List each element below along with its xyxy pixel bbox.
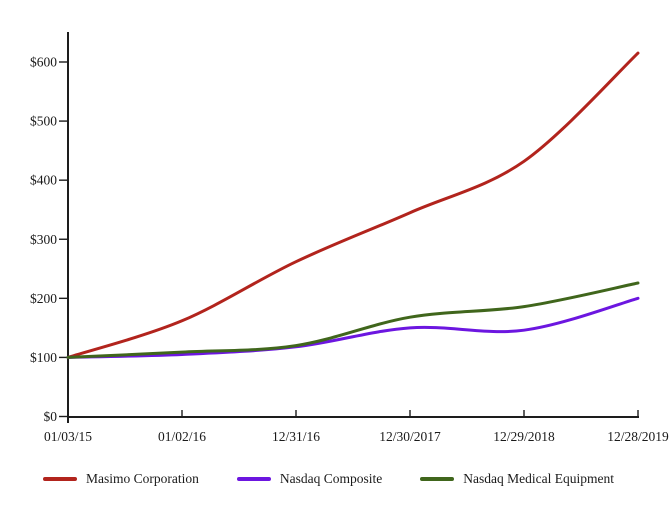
legend-swatch-nasdaq-medical-equipment <box>420 477 455 481</box>
x-axis-tick-label: 01/03/15 <box>44 429 92 444</box>
legend-item-masimo-corporation: Masimo Corporation <box>43 471 199 487</box>
legend-swatch-nasdaq-composite <box>236 477 271 481</box>
y-axis-tick-label: $600 <box>30 55 57 70</box>
x-axis-tick-label: 12/31/16 <box>272 429 320 444</box>
legend-label-nasdaq-composite: Nasdaq Composite <box>279 471 383 486</box>
legend-label-masimo-corporation: Masimo Corporation <box>86 471 199 486</box>
x-axis-tick-label: 12/30/2017 <box>379 429 441 444</box>
legend-item-nasdaq-composite: Nasdaq Composite <box>236 471 383 487</box>
series-line-nasdaq-medical-equipment <box>66 281 640 359</box>
chart-legend: Masimo Corporation Nasdaq Composite Nasdaq… <box>43 471 614 487</box>
y-axis-tick-label: $200 <box>30 291 57 306</box>
x-axis-tick-label: 12/28/2019 <box>607 429 669 444</box>
performance-chart: $0 $100 $200 $300 $400 $500 $600 01/03/15 01/02/… <box>30 32 669 444</box>
series-line-nasdaq-composite <box>66 296 640 359</box>
y-axis-tick-label: $100 <box>30 350 57 365</box>
y-axis-tick-label: $400 <box>30 173 57 188</box>
y-axis-tick-label: $500 <box>30 114 57 129</box>
legend-swatch-masimo-corporation <box>43 477 77 481</box>
y-axis-tick-label: $300 <box>30 232 57 247</box>
legend-item-nasdaq-medical-equipment: Nasdaq Medical Equipment <box>420 471 614 487</box>
series-line-masimo-corporation <box>66 51 640 359</box>
legend-label-nasdaq-medical-equipment: Nasdaq Medical Equipment <box>463 471 614 486</box>
x-axis-tick-label: 01/02/16 <box>158 429 206 444</box>
x-axis-tick-label: 12/29/2018 <box>493 429 555 444</box>
y-axis-tick-label: $0 <box>44 409 58 424</box>
